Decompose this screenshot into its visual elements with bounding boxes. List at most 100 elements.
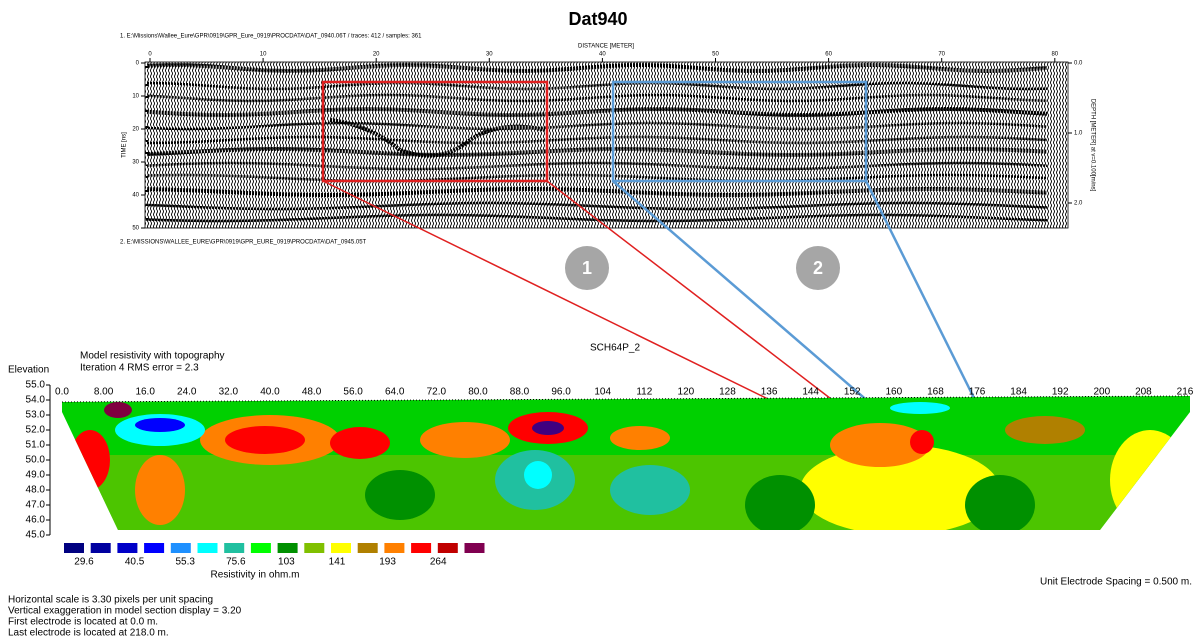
reflector — [145, 81, 1048, 91]
y-tick-label: 10 — [132, 94, 139, 100]
connector — [864, 180, 977, 401]
distance-tick-label: 168 — [927, 387, 944, 398]
x-tick-label: 70 — [938, 52, 945, 58]
radargram — [144, 61, 1069, 229]
legend-label: 141 — [329, 557, 346, 568]
section-iteration: Iteration 4 RMS error = 2.3 — [80, 363, 199, 374]
legend-title: Resistivity in ohm.m — [211, 570, 300, 581]
gpr-y-label: TIME [ns] — [122, 132, 128, 158]
elevation-tick-label: 45.0 — [26, 530, 46, 541]
legend-label: 29.6 — [74, 557, 94, 568]
note: Last electrode is located at 218.0 m. — [8, 628, 169, 639]
reflector — [145, 93, 1048, 103]
distance-tick-label: 152 — [844, 387, 861, 398]
distance-tick-label: 184 — [1010, 387, 1027, 398]
gpr-file-top: 1. E:\Missions\Wallee_Eure\GPR\0919\GPR_… — [120, 34, 422, 40]
x-tick-label: 40 — [599, 52, 606, 58]
reflector — [329, 118, 546, 158]
reflector — [145, 201, 1048, 211]
reflector — [145, 213, 1048, 223]
y-tick-label: 0 — [136, 61, 140, 67]
note: Vertical exaggeration in model section d… — [8, 606, 242, 617]
legend-swatch — [250, 543, 271, 553]
distance-tick-label: 208 — [1135, 387, 1152, 398]
reflector — [145, 106, 1048, 117]
distance-tick-label: 216 — [1177, 387, 1194, 398]
legend-label: 40.5 — [125, 557, 145, 568]
marker-circle — [565, 246, 609, 290]
distance-tick-label: 64.0 — [385, 387, 405, 398]
note: First electrode is located at 0.0 m. — [8, 617, 158, 628]
gpr-file-bottom: 2. E:\MISSIONS\WALLEE_EURE\GPR\0919\GPR_… — [120, 240, 367, 246]
title: Dat940 — [568, 9, 627, 29]
distance-tick-label: 200 — [1093, 387, 1110, 398]
note: Horizontal scale is 3.30 pixels per unit… — [8, 595, 213, 606]
connector — [612, 180, 871, 404]
legend: 29.6 40.5 55.3 75.6 103 141 193 264 — [64, 543, 485, 568]
legend-swatch — [411, 543, 432, 553]
elevation-label: Elevation — [8, 365, 49, 376]
distance-tick-label: 40.0 — [260, 387, 280, 398]
distance-tick-label: 0.0 — [55, 387, 69, 398]
distance-tick-label: 128 — [719, 387, 736, 398]
legend-swatch — [197, 543, 218, 553]
elevation-tick-label: 49.0 — [26, 470, 46, 481]
x-tick-label: 10 — [260, 52, 267, 58]
distance-tick-label: 192 — [1052, 387, 1069, 398]
elevation-tick-label: 55.0 — [26, 380, 46, 391]
legend-swatch — [277, 543, 298, 553]
legend-label: 103 — [278, 557, 295, 568]
legend-label: 264 — [430, 557, 447, 568]
distance-tick-label: 104 — [594, 387, 611, 398]
y-tick-label: 40 — [132, 193, 139, 199]
distance-tick-label: 176 — [969, 387, 986, 398]
connector — [322, 180, 771, 401]
marker-label: 2 — [813, 258, 823, 278]
legend-label: 55.3 — [175, 557, 195, 568]
distance-tick-label: 8.00 — [94, 387, 114, 398]
highlight-boxes: 1 2 — [321, 80, 977, 404]
legend-swatch — [304, 543, 325, 553]
distance-tick-label: 136 — [761, 387, 778, 398]
distance-tick-label: 160 — [886, 387, 903, 398]
connector — [546, 180, 836, 403]
elevation-tick-label: 51.0 — [26, 440, 46, 451]
reflector — [145, 62, 1048, 73]
reflector — [145, 173, 1048, 183]
legend-swatch — [144, 543, 165, 553]
topography — [61, 395, 1191, 403]
legend-swatch — [357, 543, 378, 553]
radargram-image — [144, 61, 1069, 229]
box-1 — [321, 80, 549, 183]
distance-tick-label: 56.0 — [343, 387, 363, 398]
distance-tick-label: 144 — [802, 387, 819, 398]
legend-label: 75.6 — [226, 557, 246, 568]
y-tick-label: 30 — [132, 160, 139, 166]
elevation-tick-label: 50.0 — [26, 455, 46, 466]
elevation-tick-label: 53.0 — [26, 410, 46, 421]
legend-swatch — [331, 543, 351, 553]
elevation-tick-label: 47.0 — [26, 500, 46, 511]
elevation-tick-label: 52.0 — [26, 425, 46, 436]
resistivity-section — [62, 396, 1190, 530]
x-tick-label: 50 — [712, 52, 719, 58]
x-tick-label: 80 — [1051, 52, 1058, 58]
distance-tick-label: 32.0 — [219, 387, 239, 398]
legend-swatch — [464, 543, 485, 553]
distance-tick-label: 88.0 — [510, 387, 530, 398]
distance-tick-label: 112 — [636, 387, 652, 398]
marker-label: 1 — [582, 258, 592, 278]
y-tick-label: 20 — [132, 127, 139, 133]
reflector — [145, 147, 1048, 158]
elevation-tick-label: 48.0 — [26, 485, 46, 496]
x-tick-label: 30 — [486, 52, 493, 58]
section-name: SCH64P_2 — [590, 343, 640, 354]
depth-tick-label: 2.0 — [1074, 201, 1083, 207]
distance-tick-label: 72.0 — [427, 387, 447, 398]
x-tick-label: 0 — [148, 52, 152, 58]
distance-tick-label: 24.0 — [177, 387, 197, 398]
gpr-x-label: DISTANCE [METER] — [578, 44, 634, 50]
gpr-depth-label: DEPTH [METER] at v=0.100[m/ns] — [1089, 99, 1095, 192]
distance-tick-label: 96.0 — [551, 387, 571, 398]
legend-swatch — [64, 543, 84, 553]
